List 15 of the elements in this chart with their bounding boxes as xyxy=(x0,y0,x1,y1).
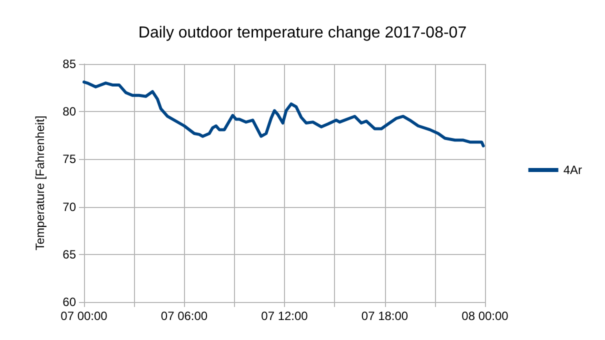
x-tick-label: 07 06:00 xyxy=(160,309,208,323)
x-tick-label: 07 18:00 xyxy=(361,309,408,323)
y-tick-label: 75 xyxy=(62,152,76,166)
x-tick-label: 07 12:00 xyxy=(261,309,308,323)
y-tick-label: 80 xyxy=(62,104,76,119)
line-series xyxy=(82,80,485,148)
y-tick-label: 60 xyxy=(62,295,76,309)
x-tick-label: 08 00:00 xyxy=(462,309,509,323)
x-tick-label: 07 00:00 xyxy=(60,309,108,323)
chart-title: Daily outdoor temperature change 2017-08-07 xyxy=(138,24,467,42)
y-tick-label: 70 xyxy=(62,200,76,214)
y-tick-label: 65 xyxy=(62,247,76,262)
y-tick-label: 85 xyxy=(62,57,76,71)
legend-label: 4Ar xyxy=(563,163,582,177)
y-axis-title: Temperature [Fahrenheit] xyxy=(33,116,47,250)
